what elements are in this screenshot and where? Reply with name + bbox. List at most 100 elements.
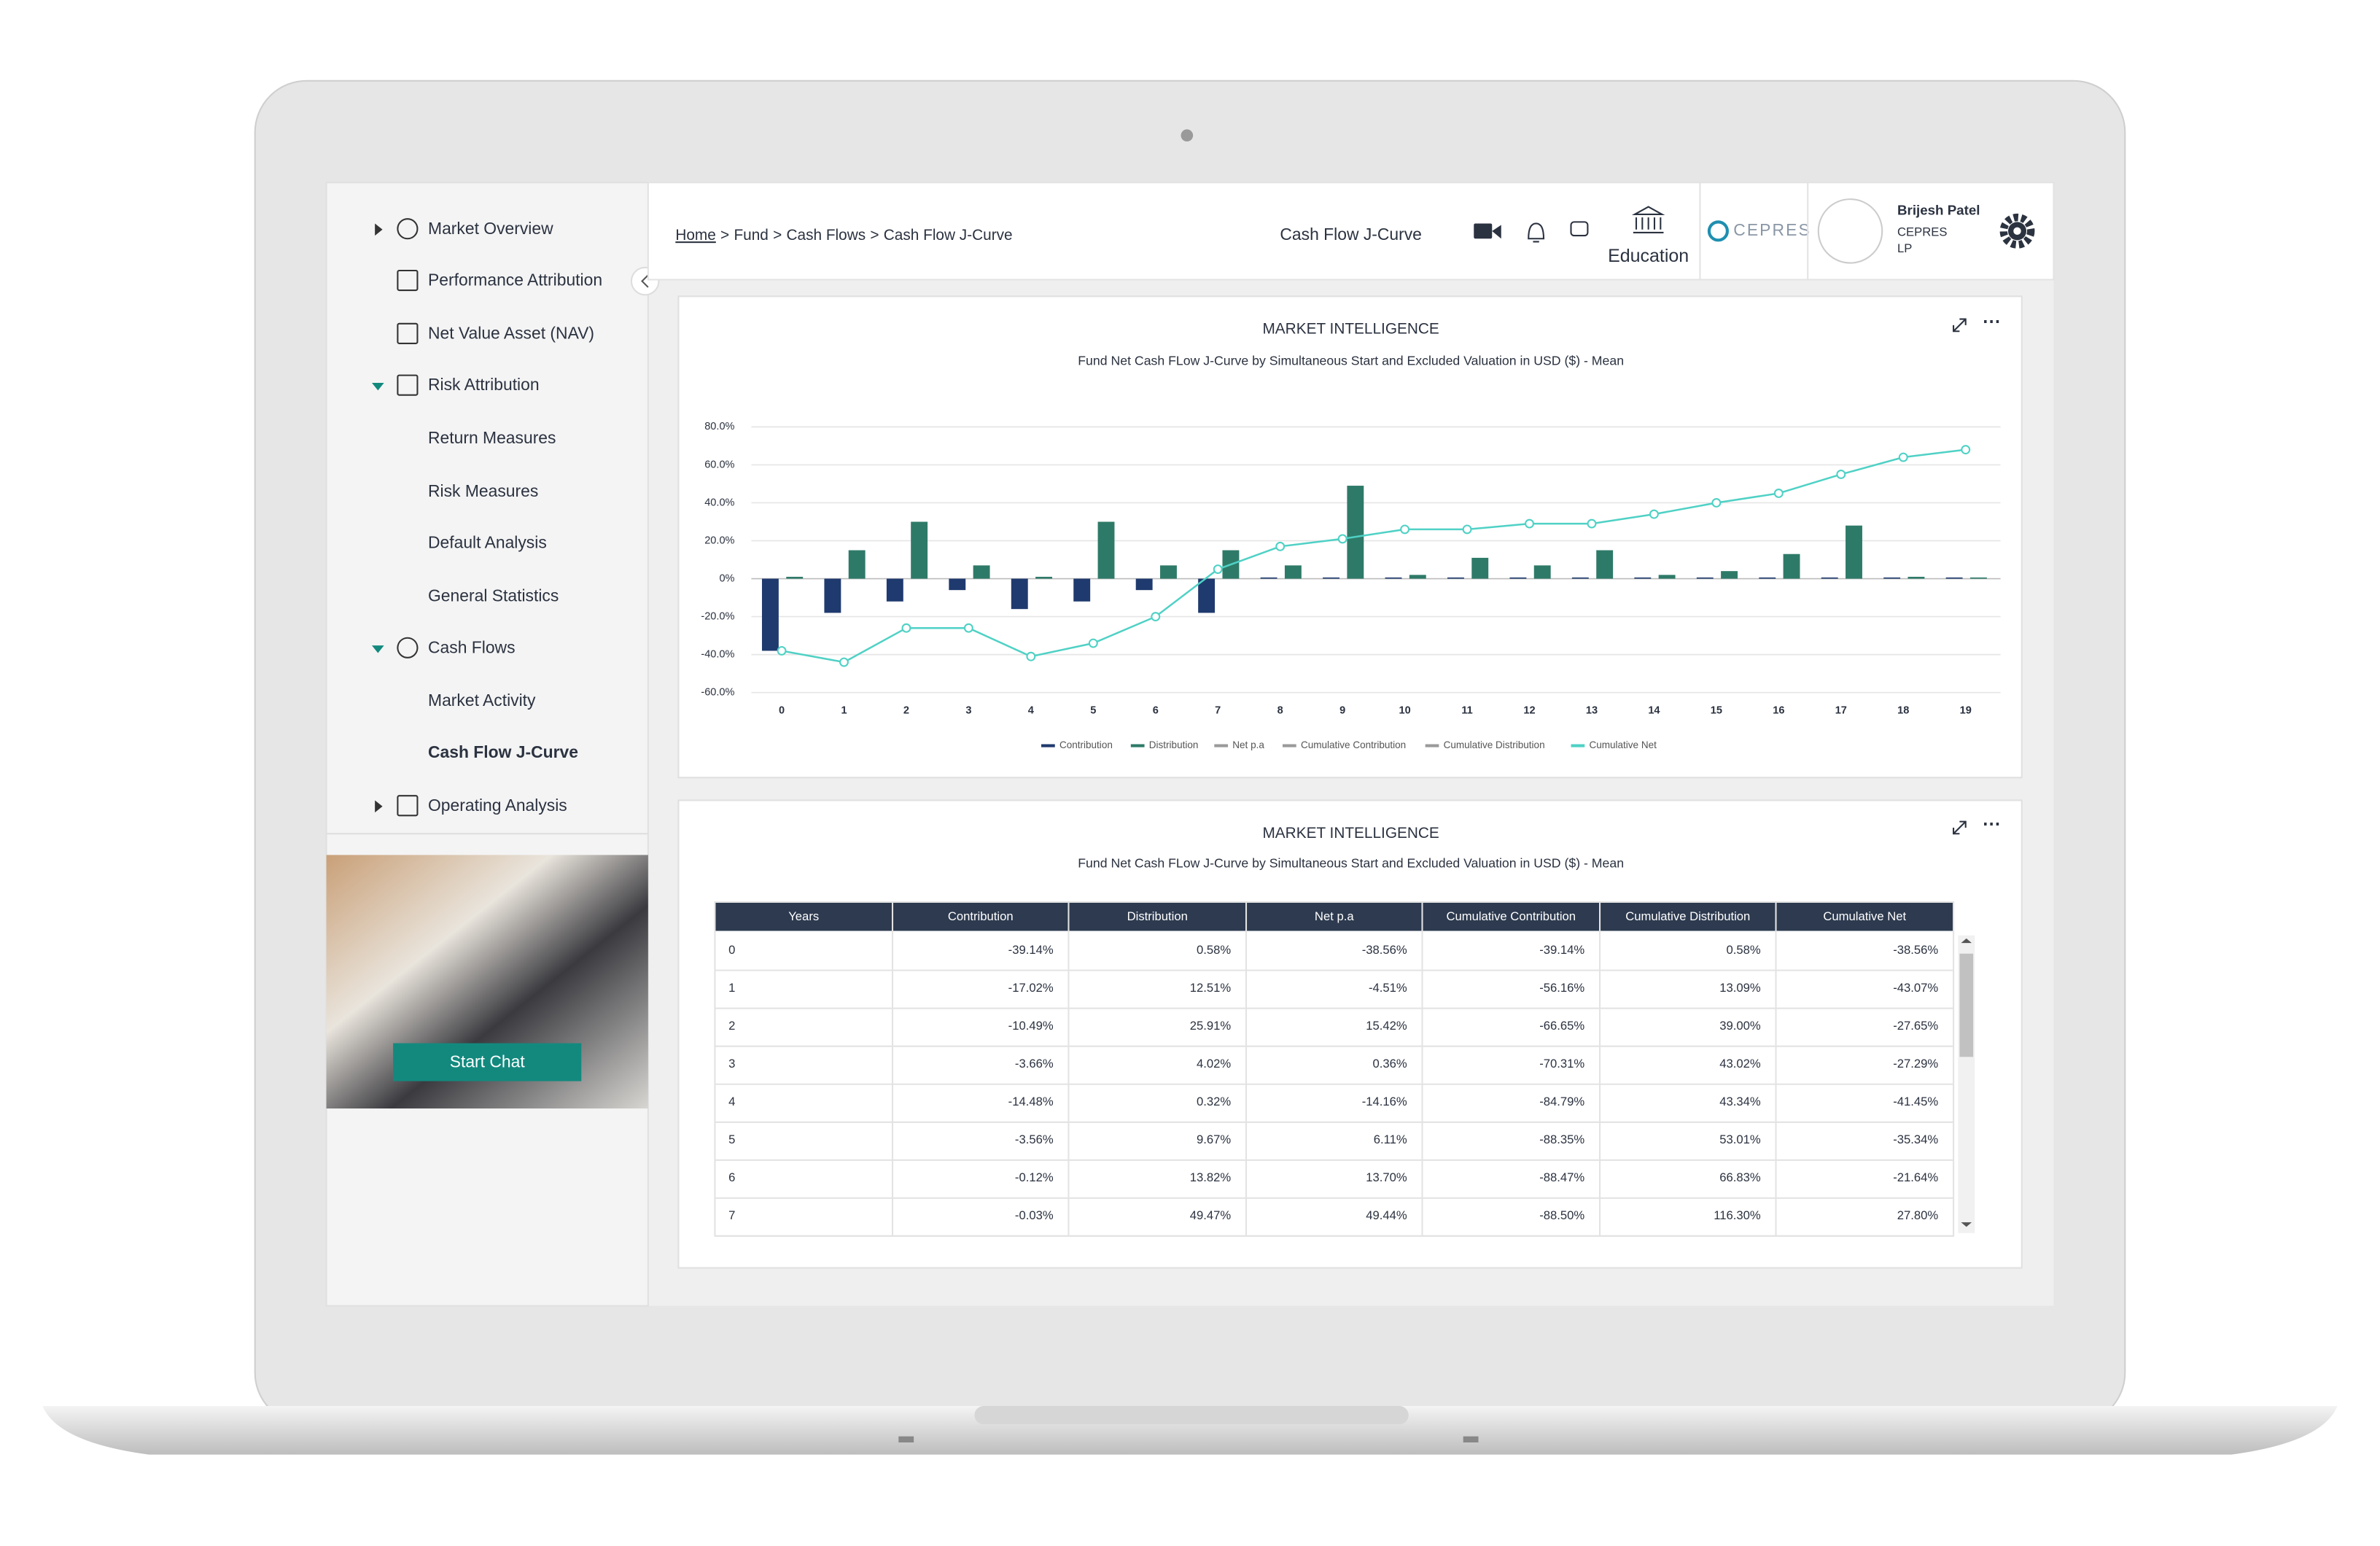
y-tick-label: 20.0% <box>704 535 734 546</box>
cell: 0.58% <box>1197 943 1231 957</box>
cell: 13.82% <box>1190 1170 1232 1184</box>
settings-icon[interactable] <box>1999 213 2035 249</box>
bar <box>1509 577 1527 579</box>
education-label[interactable]: Education <box>1608 246 1689 266</box>
table-title: MARKET INTELLIGENCE <box>1262 825 1439 842</box>
start-chat-button[interactable] <box>393 1043 582 1081</box>
nav-item[interactable]: Performance Attribution <box>428 271 602 290</box>
legend-label: Cumulative Distribution <box>1444 739 1545 750</box>
legend-label: Cumulative Contribution <box>1301 739 1406 750</box>
cell: 27.80% <box>1897 1208 1939 1222</box>
line-point <box>1337 534 1348 544</box>
bar <box>848 550 866 579</box>
nav-item[interactable]: Risk Attribution <box>428 375 540 394</box>
bar <box>1945 577 1963 579</box>
x-tick-label: 6 <box>1153 704 1159 716</box>
cell: 7 <box>728 1208 735 1222</box>
cell: 9.67% <box>1197 1133 1231 1146</box>
chart-subtitle: Fund Net Cash FLow J-Curve by Simultaneo… <box>1078 354 1624 368</box>
user-org: CEPRES <box>1897 225 1947 238</box>
bell-icon[interactable] <box>1528 222 1545 243</box>
nav-item[interactable]: Net Value Asset (NAV) <box>428 323 594 342</box>
bar <box>824 578 841 613</box>
nav-item[interactable]: Default Analysis <box>428 533 547 552</box>
cell: -3.56% <box>1015 1133 1054 1146</box>
bar <box>1634 577 1652 579</box>
breadcrumb-item[interactable]: Home <box>675 227 715 244</box>
x-tick-label: 19 <box>1960 704 1972 716</box>
table-border <box>714 901 1955 1237</box>
expand-icon[interactable] <box>1953 820 1967 835</box>
legend-label: Net p.a <box>1232 739 1264 750</box>
nav-item[interactable]: Cash Flow J-Curve <box>428 742 578 761</box>
laptop-base <box>42 1406 2338 1455</box>
expand-arrow <box>372 383 384 391</box>
cell: 49.47% <box>1190 1208 1232 1222</box>
cell: 43.02% <box>1719 1057 1761 1071</box>
more-icon[interactable]: ⋯ <box>1983 813 2001 834</box>
nav-item[interactable]: Operating Analysis <box>428 796 567 815</box>
avatar[interactable] <box>1817 198 1883 264</box>
more-icon[interactable]: ⋯ <box>1983 311 2001 331</box>
start-chat-label[interactable]: Start Chat <box>450 1052 526 1071</box>
legend-label: Cumulative Net <box>1589 739 1657 750</box>
bar <box>973 565 990 579</box>
legend-label: Contribution <box>1059 739 1113 750</box>
bar <box>1323 577 1339 579</box>
bar <box>1883 577 1901 579</box>
camera <box>1181 129 1194 142</box>
cell: -10.49% <box>1008 1019 1054 1033</box>
bar <box>761 578 779 651</box>
bar <box>1097 521 1115 579</box>
line-point <box>839 657 849 667</box>
cell: -66.65% <box>1539 1019 1584 1033</box>
y-tick-label: 80.0% <box>704 421 734 432</box>
video-icon[interactable] <box>1474 223 1493 239</box>
cell: 6 <box>728 1170 735 1184</box>
nav-item[interactable]: General Statistics <box>428 586 559 605</box>
breadcrumb-item: Fund <box>734 227 768 244</box>
bar <box>1821 577 1838 579</box>
cell: 43.34% <box>1719 1095 1761 1108</box>
breadcrumb-separator: > <box>870 227 879 244</box>
expand-icon[interactable] <box>1953 318 1967 333</box>
education-icon[interactable] <box>1631 206 1665 233</box>
table-header <box>715 901 1954 931</box>
x-tick-label: 14 <box>1648 704 1660 716</box>
y-tick-label: -20.0% <box>701 610 734 622</box>
bar <box>1284 565 1302 579</box>
breadcrumb: Home > Fund > Cash Flows > Cash Flow J-Curve <box>675 227 1012 244</box>
column-header: Distribution <box>1127 909 1188 923</box>
sidebar <box>325 182 649 1307</box>
brand-logo <box>1707 220 1729 242</box>
bar <box>1385 577 1402 579</box>
cell: -39.14% <box>1008 943 1054 957</box>
cell: -88.35% <box>1539 1133 1584 1146</box>
chat-icon[interactable] <box>1570 221 1589 237</box>
cell: -39.14% <box>1539 943 1584 957</box>
nav-item[interactable]: Risk Measures <box>428 481 538 500</box>
line-point <box>1275 541 1286 551</box>
bar <box>1260 577 1278 579</box>
nav-item[interactable]: Return Measures <box>428 428 556 447</box>
nav-item[interactable]: Cash Flows <box>428 637 516 656</box>
line-point <box>963 623 973 633</box>
cell: -3.66% <box>1015 1057 1054 1071</box>
line-point <box>1400 524 1410 535</box>
x-tick-label: 1 <box>841 704 847 716</box>
nav-item[interactable]: Market Overview <box>428 219 553 238</box>
bar <box>1035 576 1053 579</box>
nav-icon <box>397 218 419 240</box>
legend-label: Distribution <box>1149 739 1199 750</box>
foot <box>898 1436 914 1442</box>
cell: -70.31% <box>1539 1057 1584 1071</box>
bar <box>886 578 903 602</box>
x-tick-label: 15 <box>1711 704 1722 716</box>
bar <box>1783 553 1800 579</box>
nav-item[interactable]: Market Activity <box>428 691 536 710</box>
scroll-thumb[interactable] <box>1959 953 1974 1057</box>
line-point <box>1088 638 1098 648</box>
nav-icon <box>397 637 419 659</box>
x-tick-label: 16 <box>1773 704 1784 716</box>
cell: -4.51% <box>1369 981 1407 995</box>
